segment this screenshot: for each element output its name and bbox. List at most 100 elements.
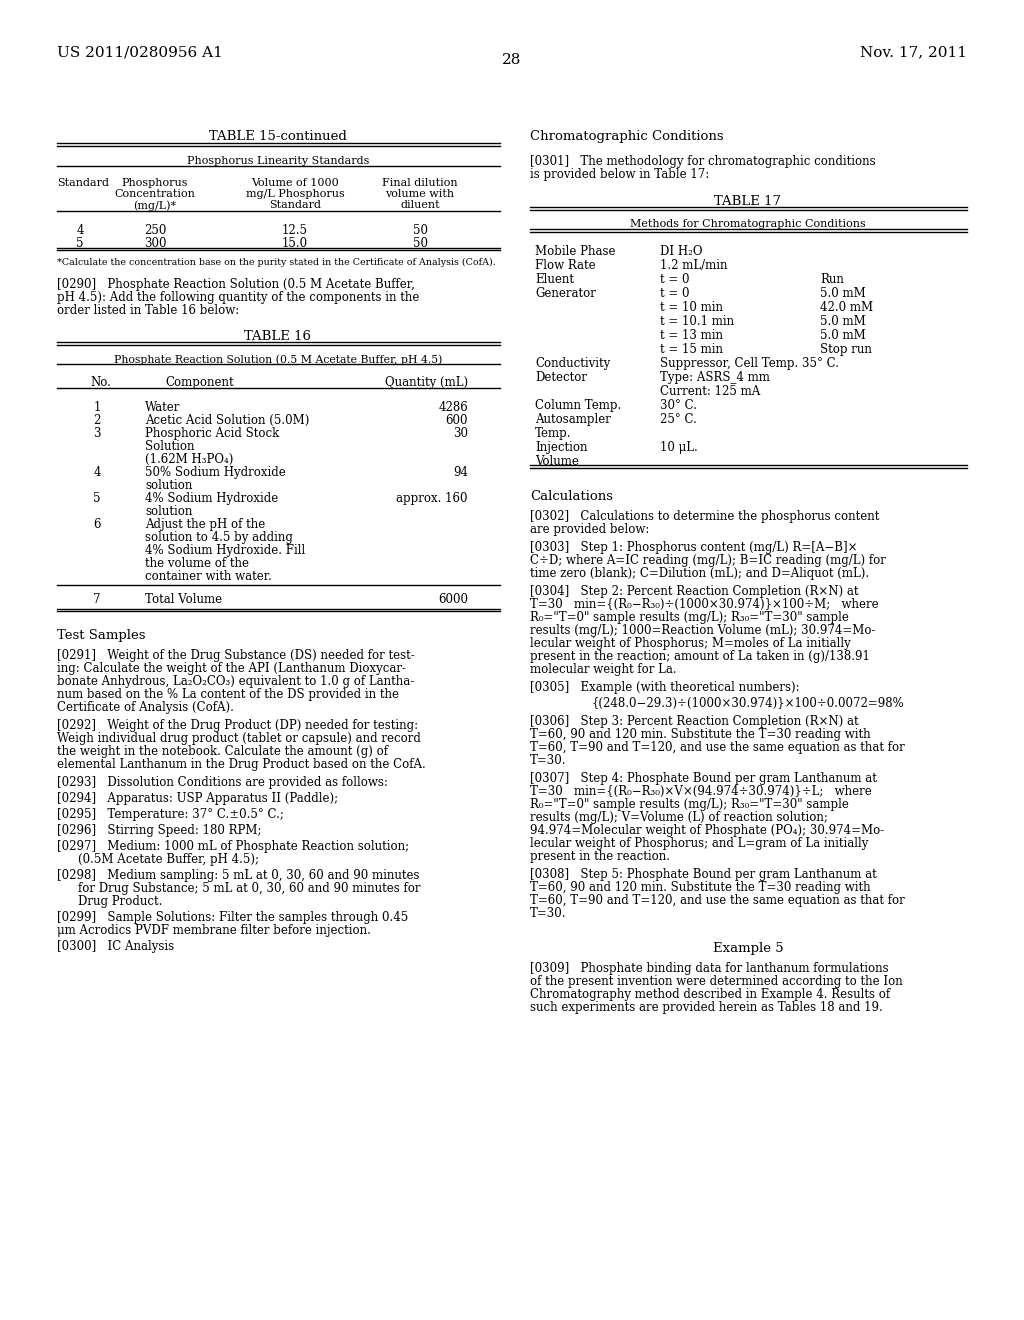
Text: Stop run: Stop run [820,343,871,356]
Text: [0297]   Medium: 1000 mL of Phosphate Reaction solution;: [0297] Medium: 1000 mL of Phosphate Reac… [57,840,410,853]
Text: T=60, 90 and 120 min. Substitute the T=30 reading with: T=60, 90 and 120 min. Substitute the T=3… [530,729,870,741]
Text: [0305]   Example (with theoretical numbers):: [0305] Example (with theoretical numbers… [530,681,800,694]
Text: Flow Rate: Flow Rate [535,259,596,272]
Text: elemental Lanthanum in the Drug Product based on the CofA.: elemental Lanthanum in the Drug Product … [57,758,426,771]
Text: Injection: Injection [535,441,588,454]
Text: 4286: 4286 [438,401,468,414]
Text: Eluent: Eluent [535,273,574,286]
Text: [0293]   Dissolution Conditions are provided as follows:: [0293] Dissolution Conditions are provid… [57,776,388,789]
Text: US 2011/0280956 A1: US 2011/0280956 A1 [57,45,223,59]
Text: [0294]   Apparatus: USP Apparatus II (Paddle);: [0294] Apparatus: USP Apparatus II (Padd… [57,792,338,805]
Text: T=60, 90 and 120 min. Substitute the T=30 reading with: T=60, 90 and 120 min. Substitute the T=3… [530,880,870,894]
Text: Detector: Detector [535,371,587,384]
Text: Column Temp.: Column Temp. [535,399,622,412]
Text: (mg/L)*: (mg/L)* [133,201,176,211]
Text: present in the reaction; amount of La taken in (g)/138.91: present in the reaction; amount of La ta… [530,649,869,663]
Text: is provided below in Table 17:: is provided below in Table 17: [530,168,710,181]
Text: 600: 600 [445,414,468,426]
Text: [0304]   Step 2: Percent Reaction Completion (R×N) at: [0304] Step 2: Percent Reaction Completi… [530,585,858,598]
Text: order listed in Table 16 below:: order listed in Table 16 below: [57,304,240,317]
Text: Conductivity: Conductivity [535,356,610,370]
Text: R₀="T=0" sample results (mg/L); R₃₀="T=30" sample: R₀="T=0" sample results (mg/L); R₃₀="T=3… [530,611,849,624]
Text: TABLE 16: TABLE 16 [245,330,311,343]
Text: 4: 4 [76,224,84,238]
Text: bonate Anhydrous, La₂O₂CO₃) equivalent to 1.0 g of Lantha-: bonate Anhydrous, La₂O₂CO₃) equivalent t… [57,675,415,688]
Text: present in the reaction.: present in the reaction. [530,850,670,863]
Text: results (mg/L); 1000=Reaction Volume (mL); 30.974=Mo-: results (mg/L); 1000=Reaction Volume (mL… [530,624,876,638]
Text: Weigh individual drug product (tablet or capsule) and record: Weigh individual drug product (tablet or… [57,733,421,744]
Text: [0291]   Weight of the Drug Substance (DS) needed for test-: [0291] Weight of the Drug Substance (DS)… [57,649,415,663]
Text: R₀="T=0" sample results (mg/L); R₃₀="T=30" sample: R₀="T=0" sample results (mg/L); R₃₀="T=3… [530,799,849,810]
Text: t = 13 min: t = 13 min [660,329,723,342]
Text: DI H₂O: DI H₂O [660,246,702,257]
Text: results (mg/L); V=Volume (L) of reaction solution;: results (mg/L); V=Volume (L) of reaction… [530,810,827,824]
Text: molecular weight for La.: molecular weight for La. [530,663,677,676]
Text: 4% Sodium Hydroxide. Fill: 4% Sodium Hydroxide. Fill [145,544,305,557]
Text: Current: 125 mA: Current: 125 mA [660,385,760,399]
Text: T=30.: T=30. [530,907,566,920]
Text: 30° C.: 30° C. [660,399,697,412]
Text: [0296]   Stirring Speed: 180 RPM;: [0296] Stirring Speed: 180 RPM; [57,824,261,837]
Text: 7: 7 [93,593,100,606]
Text: solution: solution [145,506,193,517]
Text: volume with: volume with [385,189,455,199]
Text: T=30   min={(R₀−R₃₀)×V×(94.974÷30.974)}÷L;   where: T=30 min={(R₀−R₃₀)×V×(94.974÷30.974)}÷L;… [530,785,871,799]
Text: 42.0 mM: 42.0 mM [820,301,873,314]
Text: Volume: Volume [535,455,579,469]
Text: 250: 250 [143,224,166,238]
Text: approx. 160: approx. 160 [396,492,468,506]
Text: Quantity (mL): Quantity (mL) [385,376,468,389]
Text: t = 10 min: t = 10 min [660,301,723,314]
Text: 6: 6 [93,517,100,531]
Text: T=30   min={(R₀−R₃₀)÷(1000×30.974)}×100÷M;   where: T=30 min={(R₀−R₃₀)÷(1000×30.974)}×100÷M;… [530,598,879,611]
Text: 1.2 mL/min: 1.2 mL/min [660,259,727,272]
Text: 12.5: 12.5 [282,224,308,238]
Text: 30: 30 [453,426,468,440]
Text: [0295]   Temperature: 37° C.±0.5° C.;: [0295] Temperature: 37° C.±0.5° C.; [57,808,284,821]
Text: [0300]   IC Analysis: [0300] IC Analysis [57,940,174,953]
Text: [0299]   Sample Solutions: Filter the samples through 0.45: [0299] Sample Solutions: Filter the samp… [57,911,409,924]
Text: 15.0: 15.0 [282,238,308,249]
Text: 94.974=Molecular weight of Phosphate (PO₄); 30.974=Mo-: 94.974=Molecular weight of Phosphate (PO… [530,824,885,837]
Text: 1: 1 [93,401,100,414]
Text: {(248.0−29.3)÷(1000×30.974)}×100÷0.0072=98%: {(248.0−29.3)÷(1000×30.974)}×100÷0.0072=… [592,697,904,710]
Text: Acetic Acid Solution (5.0M): Acetic Acid Solution (5.0M) [145,414,309,426]
Text: 5.0 mM: 5.0 mM [820,329,865,342]
Text: for Drug Substance; 5 mL at 0, 30, 60 and 90 minutes for: for Drug Substance; 5 mL at 0, 30, 60 an… [78,882,421,895]
Text: [0306]   Step 3: Percent Reaction Completion (R×N) at: [0306] Step 3: Percent Reaction Completi… [530,715,859,729]
Text: t = 0: t = 0 [660,286,689,300]
Text: No.: No. [90,376,111,389]
Text: 50: 50 [413,238,427,249]
Text: Final dilution: Final dilution [382,178,458,187]
Text: Phosphorus: Phosphorus [122,178,188,187]
Text: Standard: Standard [57,178,109,187]
Text: Concentration: Concentration [115,189,196,199]
Text: Adjust the pH of the: Adjust the pH of the [145,517,265,531]
Text: 28: 28 [503,53,521,67]
Text: Certificate of Analysis (CofA).: Certificate of Analysis (CofA). [57,701,233,714]
Text: 4: 4 [93,466,100,479]
Text: of the present invention were determined according to the Ion: of the present invention were determined… [530,975,903,987]
Text: time zero (blank); C=Dilution (mL); and D=Aliquot (mL).: time zero (blank); C=Dilution (mL); and … [530,568,869,579]
Text: Test Samples: Test Samples [57,630,145,642]
Text: such experiments are provided herein as Tables 18 and 19.: such experiments are provided herein as … [530,1001,883,1014]
Text: Water: Water [145,401,180,414]
Text: Volume of 1000: Volume of 1000 [251,178,339,187]
Text: Drug Product.: Drug Product. [78,895,163,908]
Text: t = 10.1 min: t = 10.1 min [660,315,734,327]
Text: T=60, T=90 and T=120, and use the same equation as that for: T=60, T=90 and T=120, and use the same e… [530,894,905,907]
Text: Type: ASRS_4 mm: Type: ASRS_4 mm [660,371,770,384]
Text: lecular weight of Phosphorus; and L=gram of La initially: lecular weight of Phosphorus; and L=gram… [530,837,868,850]
Text: Methods for Chromatographic Conditions: Methods for Chromatographic Conditions [630,219,866,228]
Text: C÷D; where A=IC reading (mg/L); B=IC reading (mg/L) for: C÷D; where A=IC reading (mg/L); B=IC rea… [530,554,886,568]
Text: TABLE 15-continued: TABLE 15-continued [209,129,347,143]
Text: mg/L Phosphorus: mg/L Phosphorus [246,189,344,199]
Text: T=60, T=90 and T=120, and use the same equation as that for: T=60, T=90 and T=120, and use the same e… [530,741,905,754]
Text: Mobile Phase: Mobile Phase [535,246,615,257]
Text: (0.5M Acetate Buffer, pH 4.5);: (0.5M Acetate Buffer, pH 4.5); [78,853,259,866]
Text: [0290]   Phosphate Reaction Solution (0.5 M Acetate Buffer,: [0290] Phosphate Reaction Solution (0.5 … [57,279,415,290]
Text: 50% Sodium Hydroxide: 50% Sodium Hydroxide [145,466,286,479]
Text: pH 4.5): Add the following quantity of the components in the: pH 4.5): Add the following quantity of t… [57,290,420,304]
Text: the volume of the: the volume of the [145,557,249,570]
Text: [0301]   The methodology for chromatographic conditions: [0301] The methodology for chromatograph… [530,154,876,168]
